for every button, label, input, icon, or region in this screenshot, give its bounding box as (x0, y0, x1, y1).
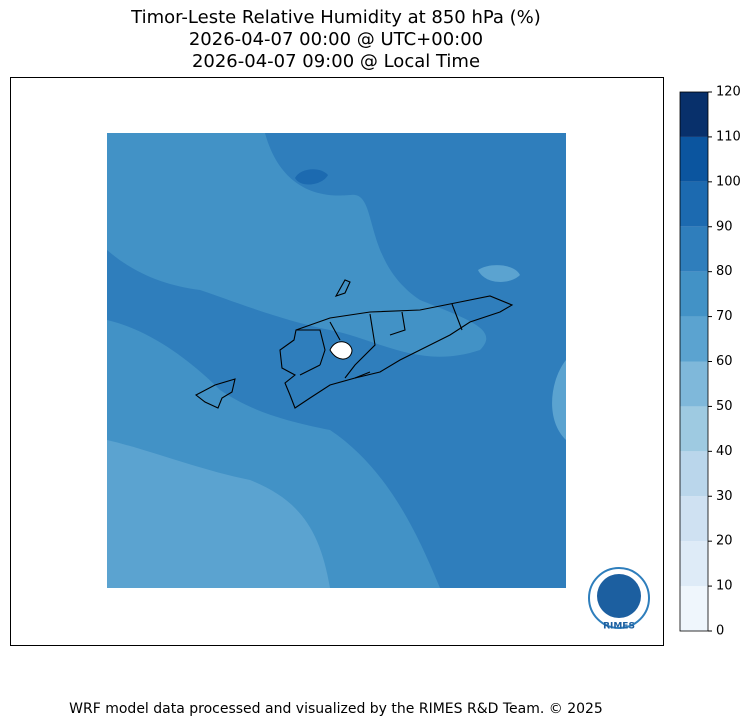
colorbar-tick-label: 40 (716, 444, 733, 459)
colorbar-tick-label: 80 (716, 264, 733, 279)
footer: WRF model data processed and visualized … (69, 701, 603, 717)
colorbar-bin (680, 451, 708, 497)
title-line: 2026-04-07 09:00 @ Local Time (192, 51, 480, 72)
colorbar-tick-label: 60 (716, 354, 733, 369)
colorbar-bin (680, 361, 708, 407)
island-outline (334, 279, 351, 297)
colorbar-bin (680, 226, 708, 272)
colorbar-tick-label: 0 (716, 624, 724, 639)
colorbar-bin (680, 316, 708, 362)
colorbar-bin (680, 586, 708, 631)
island-outline (194, 378, 236, 409)
colorbar-tick-label: 100 (716, 174, 741, 189)
colorbar-bin (680, 271, 708, 317)
title-line: Timor-Leste Relative Humidity at 850 hPa… (130, 7, 541, 28)
colorbar: 0 10 20 30 40 50 60 70 80 90 100 110 120 (680, 85, 741, 639)
map-field (107, 133, 566, 588)
field-low (107, 440, 330, 588)
field-low (552, 360, 566, 440)
field-very-high (295, 169, 328, 185)
district-lines (296, 303, 463, 379)
colorbar-tick-label: 20 (716, 534, 733, 549)
coastlines (194, 279, 514, 409)
colorbar-tick-label: 120 (716, 85, 741, 100)
island-outline (279, 295, 514, 409)
colorbar-tick-label: 110 (716, 129, 741, 144)
colorbar-tick-label: 10 (716, 579, 733, 594)
colorbar-bin (680, 406, 708, 452)
colorbar-tick-label: 30 (716, 489, 733, 504)
logo: RIMES (588, 567, 650, 632)
logo-globe (597, 574, 641, 618)
colorbar-bin (680, 496, 708, 542)
title-line: 2026-04-07 00:00 @ UTC+00:00 (189, 29, 483, 50)
colorbar-frame (679, 91, 709, 632)
colorbar-bin (680, 136, 708, 182)
field-mid (107, 133, 487, 357)
colorbar-tick-label: 70 (716, 309, 733, 324)
colorbar-bin (680, 541, 708, 587)
island-outline (329, 341, 353, 360)
colorbar-bin (680, 181, 708, 227)
logo-text: RIMES (603, 622, 635, 632)
colorbar-tick-label: 50 (716, 399, 733, 414)
field-low (478, 265, 520, 282)
colorbar-bin (680, 92, 708, 137)
colorbar-tick-label: 90 (716, 219, 733, 234)
